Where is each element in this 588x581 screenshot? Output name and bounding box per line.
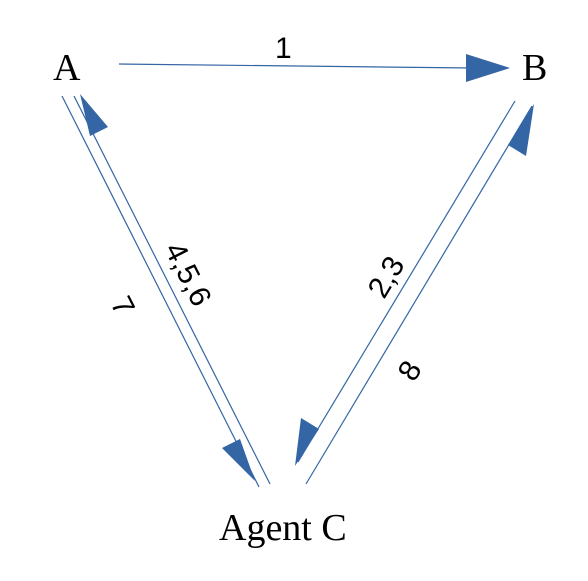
edge-a-to-c-line — [61, 95, 260, 488]
edge-c-to-a-arrowhead — [80, 94, 108, 136]
edge-a-to-b — [118, 54, 510, 82]
edge-b-to-c-label: 2,3 — [362, 251, 412, 304]
edge-c-to-a — [73, 94, 271, 485]
edge-c-to-b-arrowhead — [508, 104, 534, 156]
edge-c-to-a-line — [73, 95, 271, 485]
edge-b-to-c — [295, 100, 516, 466]
edge-a-to-b-line — [118, 63, 473, 69]
edge-c-to-b-label: 8 — [392, 355, 429, 386]
edge-b-to-c-line — [297, 100, 516, 463]
node-a-label: A — [53, 47, 81, 89]
edge-b-to-c-arrowhead — [295, 418, 319, 466]
node-agent-c-label: Agent C — [219, 507, 347, 549]
edge-a-to-b-label: 1 — [275, 32, 292, 65]
edge-c-to-b — [305, 104, 534, 485]
edge-c-to-b-line — [305, 105, 533, 485]
edge-a-to-b-arrowhead — [466, 54, 510, 82]
edge-c-to-a-label: 4,5,6 — [158, 237, 218, 311]
node-b-label: B — [522, 47, 547, 89]
edge-a-to-c-arrowhead — [222, 439, 255, 481]
edge-a-to-c-label: 7 — [104, 291, 141, 321]
edge-a-to-c — [61, 95, 260, 488]
